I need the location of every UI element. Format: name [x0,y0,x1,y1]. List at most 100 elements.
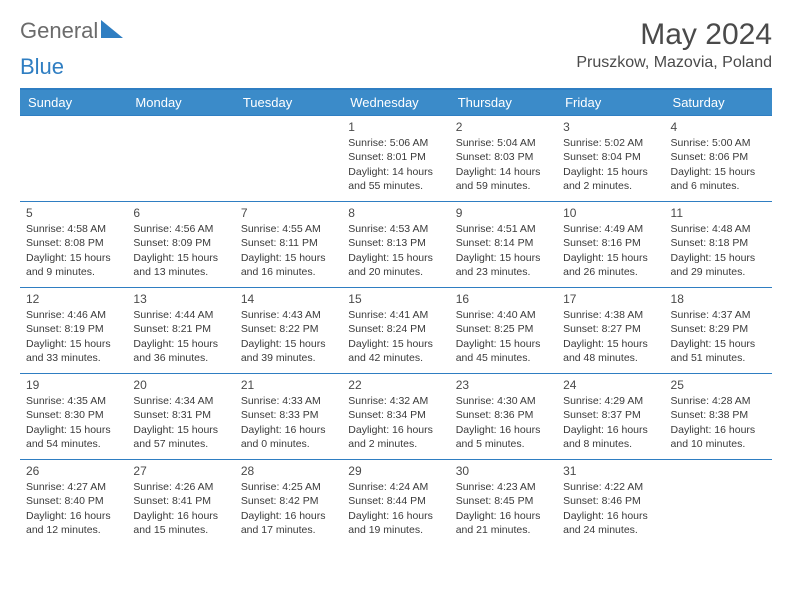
calendar-day-cell: 23Sunrise: 4:30 AMSunset: 8:36 PMDayligh… [450,374,557,460]
daylight-line: Daylight: 15 hours and 57 minutes. [133,423,230,451]
sunset-line: Sunset: 8:40 PM [26,494,123,508]
sunrise-line: Sunrise: 4:34 AM [133,394,230,408]
calendar-day-cell: 17Sunrise: 4:38 AMSunset: 8:27 PMDayligh… [557,288,664,374]
daylight-line: Daylight: 15 hours and 20 minutes. [348,251,445,279]
month-title: May 2024 [576,18,772,52]
daylight-line: Daylight: 15 hours and 45 minutes. [456,337,553,365]
logo: General [20,18,123,44]
day-number: 10 [563,205,660,221]
logo-text-general: General [20,18,98,44]
day-number: 15 [348,291,445,307]
day-number: 24 [563,377,660,393]
calendar-day-cell: 21Sunrise: 4:33 AMSunset: 8:33 PMDayligh… [235,374,342,460]
daylight-line: Daylight: 16 hours and 0 minutes. [241,423,338,451]
weekday-header: Thursday [450,89,557,116]
sunrise-line: Sunrise: 4:38 AM [563,308,660,322]
calendar-day-cell: 6Sunrise: 4:56 AMSunset: 8:09 PMDaylight… [127,202,234,288]
calendar-day-cell: 30Sunrise: 4:23 AMSunset: 8:45 PMDayligh… [450,460,557,546]
sunset-line: Sunset: 8:21 PM [133,322,230,336]
sunrise-line: Sunrise: 4:35 AM [26,394,123,408]
calendar-day-cell [665,460,772,546]
sunset-line: Sunset: 8:14 PM [456,236,553,250]
sunrise-line: Sunrise: 4:28 AM [671,394,768,408]
calendar-week-row: 26Sunrise: 4:27 AMSunset: 8:40 PMDayligh… [20,460,772,546]
sunset-line: Sunset: 8:01 PM [348,150,445,164]
day-number: 2 [456,119,553,135]
day-number: 7 [241,205,338,221]
day-number: 18 [671,291,768,307]
calendar-day-cell: 27Sunrise: 4:26 AMSunset: 8:41 PMDayligh… [127,460,234,546]
day-number: 25 [671,377,768,393]
calendar-day-cell: 14Sunrise: 4:43 AMSunset: 8:22 PMDayligh… [235,288,342,374]
weekday-header: Sunday [20,89,127,116]
daylight-line: Daylight: 16 hours and 2 minutes. [348,423,445,451]
calendar-day-cell: 19Sunrise: 4:35 AMSunset: 8:30 PMDayligh… [20,374,127,460]
logo-text-blue: Blue [20,54,64,79]
sunset-line: Sunset: 8:34 PM [348,408,445,422]
sunset-line: Sunset: 8:42 PM [241,494,338,508]
day-number: 3 [563,119,660,135]
calendar-day-cell: 2Sunrise: 5:04 AMSunset: 8:03 PMDaylight… [450,116,557,202]
sunrise-line: Sunrise: 5:04 AM [456,136,553,150]
sunset-line: Sunset: 8:36 PM [456,408,553,422]
sunset-line: Sunset: 8:03 PM [456,150,553,164]
day-number: 5 [26,205,123,221]
day-number: 22 [348,377,445,393]
calendar-day-cell [235,116,342,202]
day-number: 30 [456,463,553,479]
daylight-line: Daylight: 16 hours and 21 minutes. [456,509,553,537]
day-number: 19 [26,377,123,393]
sunrise-line: Sunrise: 4:43 AM [241,308,338,322]
sunset-line: Sunset: 8:13 PM [348,236,445,250]
sunset-line: Sunset: 8:46 PM [563,494,660,508]
sunrise-line: Sunrise: 4:53 AM [348,222,445,236]
day-number: 4 [671,119,768,135]
daylight-line: Daylight: 15 hours and 6 minutes. [671,165,768,193]
sunrise-line: Sunrise: 4:33 AM [241,394,338,408]
day-number: 21 [241,377,338,393]
weekday-header: Monday [127,89,234,116]
day-number: 29 [348,463,445,479]
sunset-line: Sunset: 8:11 PM [241,236,338,250]
daylight-line: Daylight: 16 hours and 24 minutes. [563,509,660,537]
sunrise-line: Sunrise: 5:02 AM [563,136,660,150]
sunset-line: Sunset: 8:19 PM [26,322,123,336]
daylight-line: Daylight: 15 hours and 51 minutes. [671,337,768,365]
sunset-line: Sunset: 8:33 PM [241,408,338,422]
sunrise-line: Sunrise: 4:40 AM [456,308,553,322]
calendar-day-cell: 31Sunrise: 4:22 AMSunset: 8:46 PMDayligh… [557,460,664,546]
day-number: 12 [26,291,123,307]
weekday-header: Saturday [665,89,772,116]
calendar-day-cell: 10Sunrise: 4:49 AMSunset: 8:16 PMDayligh… [557,202,664,288]
sunrise-line: Sunrise: 5:00 AM [671,136,768,150]
day-number: 26 [26,463,123,479]
sunrise-line: Sunrise: 4:51 AM [456,222,553,236]
sunset-line: Sunset: 8:37 PM [563,408,660,422]
daylight-line: Daylight: 15 hours and 36 minutes. [133,337,230,365]
calendar-day-cell: 5Sunrise: 4:58 AMSunset: 8:08 PMDaylight… [20,202,127,288]
daylight-line: Daylight: 15 hours and 33 minutes. [26,337,123,365]
sunset-line: Sunset: 8:04 PM [563,150,660,164]
sunrise-line: Sunrise: 4:29 AM [563,394,660,408]
sunset-line: Sunset: 8:38 PM [671,408,768,422]
sunset-line: Sunset: 8:27 PM [563,322,660,336]
sunset-line: Sunset: 8:09 PM [133,236,230,250]
weekday-header: Wednesday [342,89,449,116]
calendar-table: Sunday Monday Tuesday Wednesday Thursday… [20,88,772,546]
sunrise-line: Sunrise: 4:25 AM [241,480,338,494]
sunrise-line: Sunrise: 4:48 AM [671,222,768,236]
calendar-day-cell: 7Sunrise: 4:55 AMSunset: 8:11 PMDaylight… [235,202,342,288]
sunrise-line: Sunrise: 4:32 AM [348,394,445,408]
day-number: 16 [456,291,553,307]
daylight-line: Daylight: 15 hours and 13 minutes. [133,251,230,279]
day-number: 23 [456,377,553,393]
day-number: 1 [348,119,445,135]
sunrise-line: Sunrise: 4:46 AM [26,308,123,322]
sunrise-line: Sunrise: 5:06 AM [348,136,445,150]
day-number: 6 [133,205,230,221]
calendar-day-cell: 26Sunrise: 4:27 AMSunset: 8:40 PMDayligh… [20,460,127,546]
sunset-line: Sunset: 8:30 PM [26,408,123,422]
sunrise-line: Sunrise: 4:44 AM [133,308,230,322]
calendar-day-cell: 28Sunrise: 4:25 AMSunset: 8:42 PMDayligh… [235,460,342,546]
calendar-day-cell: 15Sunrise: 4:41 AMSunset: 8:24 PMDayligh… [342,288,449,374]
